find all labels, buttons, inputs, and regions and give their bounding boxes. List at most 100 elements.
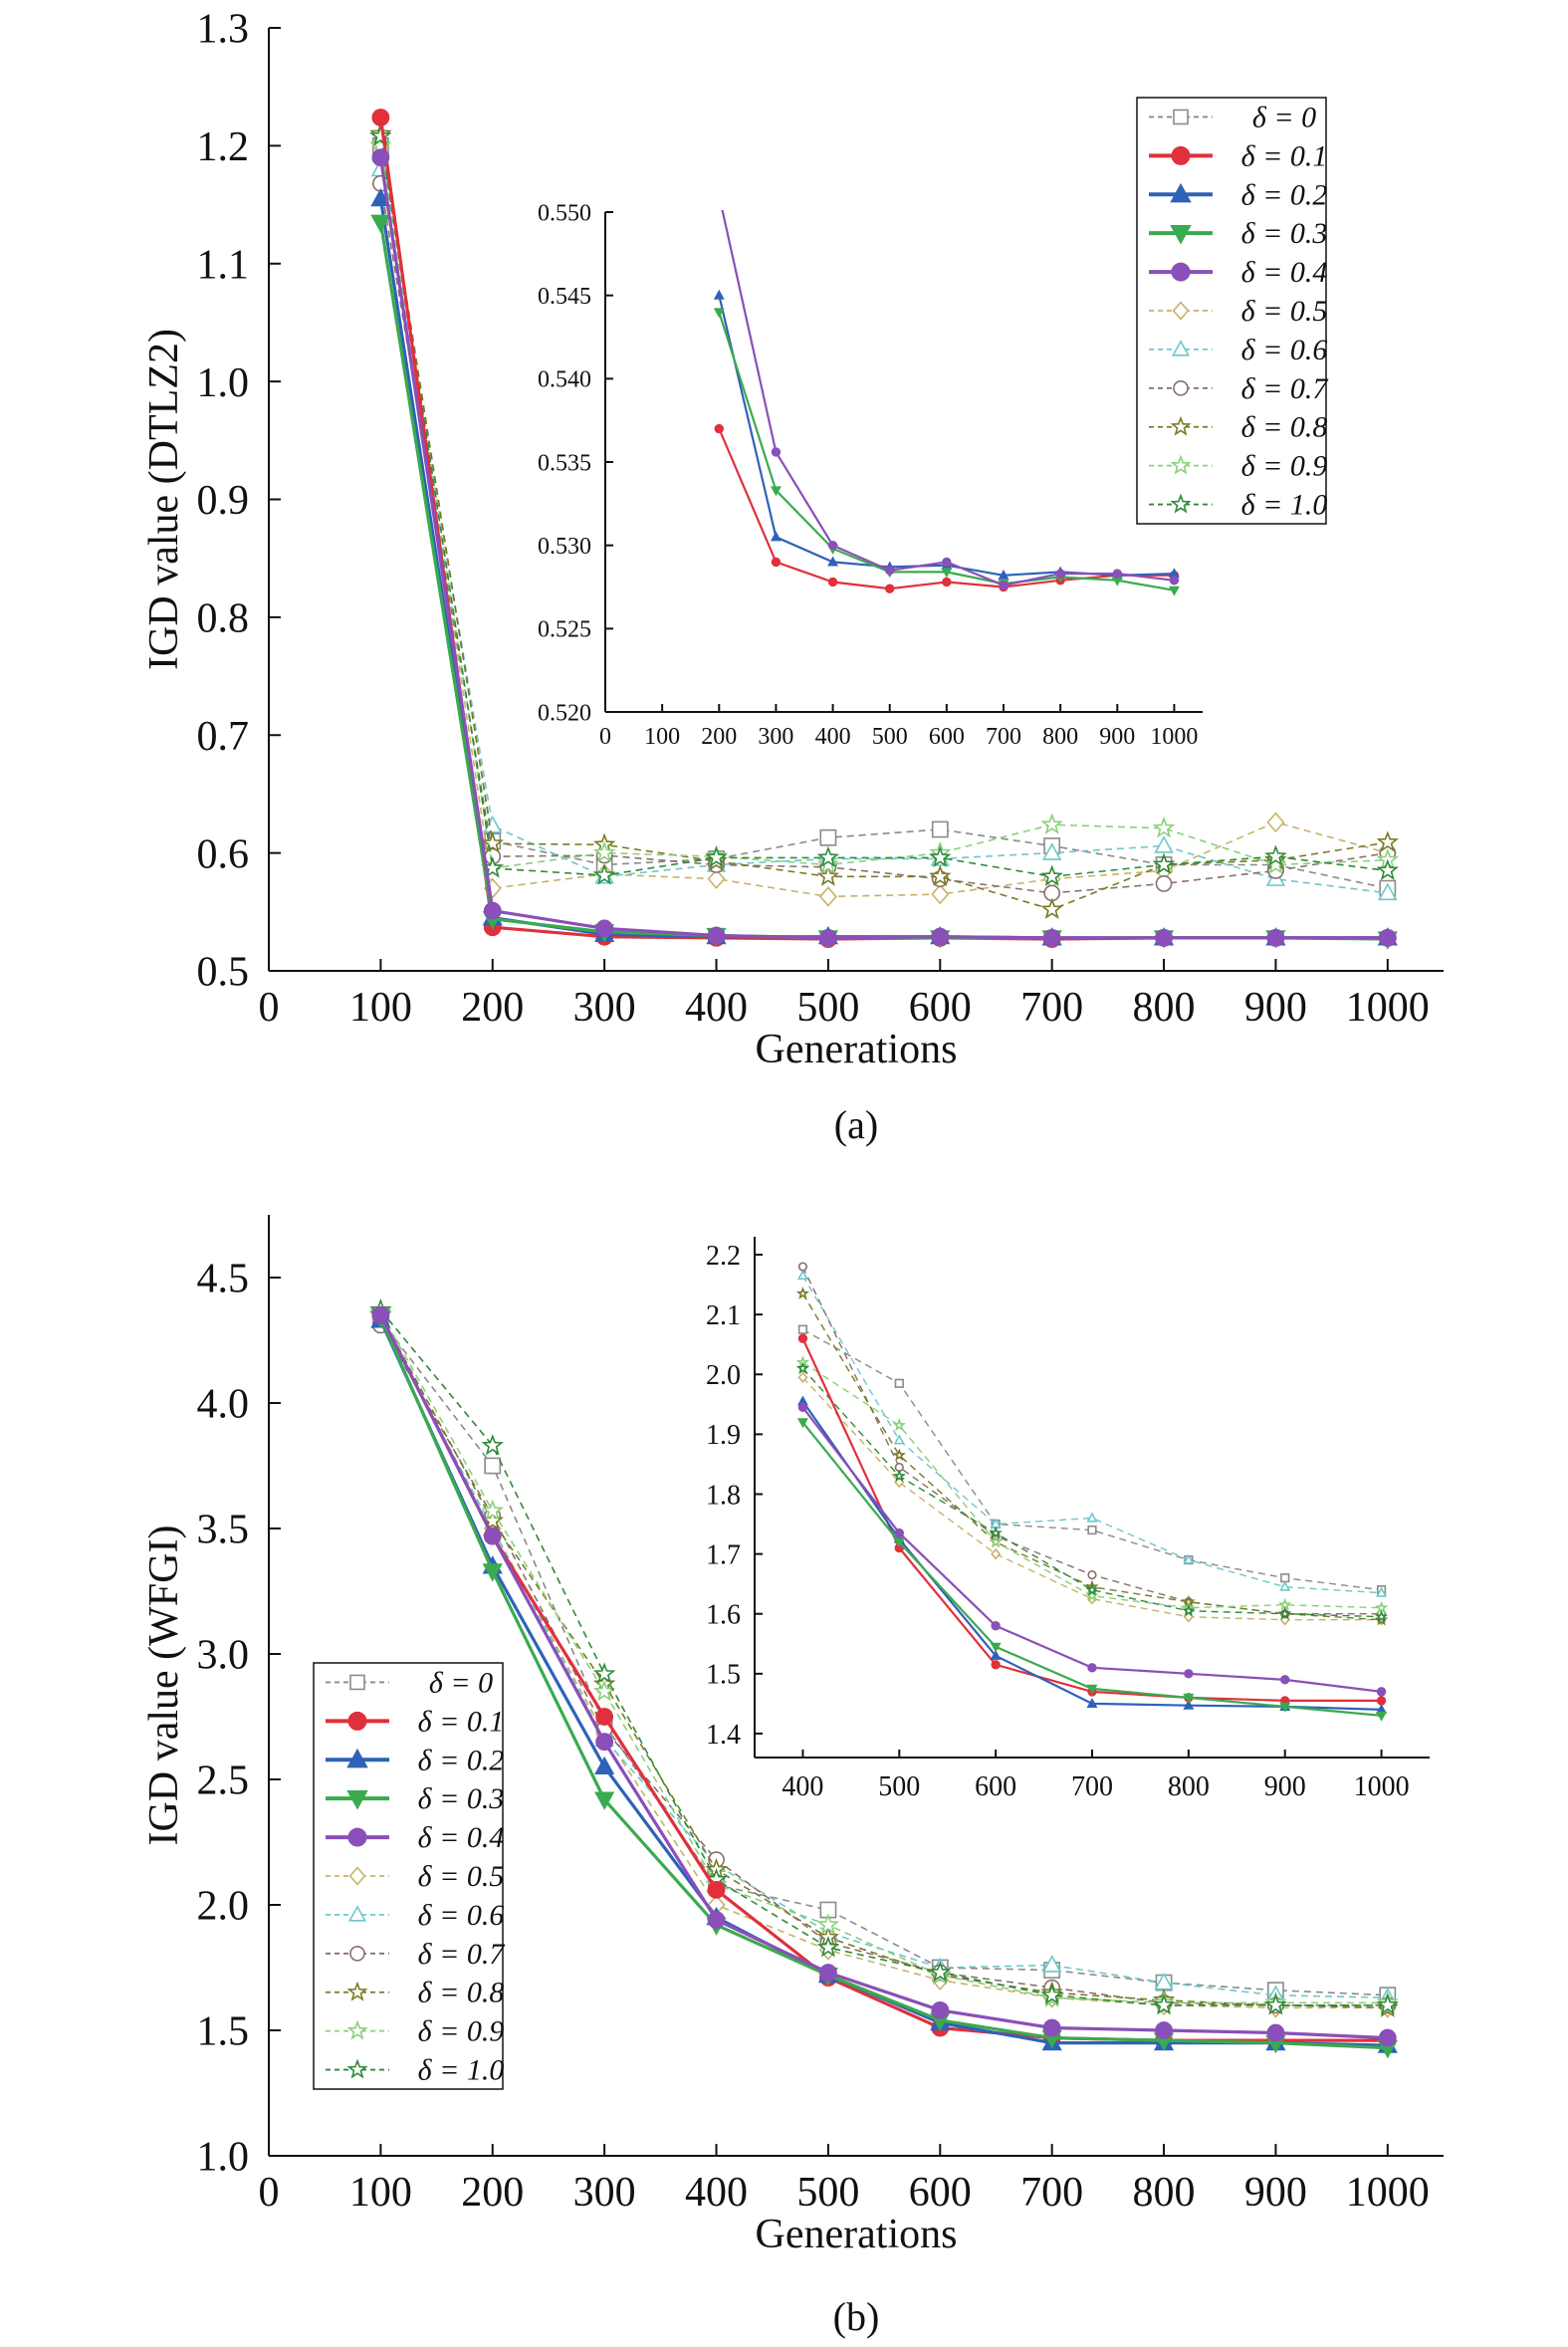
data-point bbox=[991, 1547, 1002, 1560]
y-tick-label: 3.0 bbox=[197, 1633, 250, 1679]
data-point bbox=[713, 308, 725, 319]
y-tick-label: 1.8 bbox=[706, 1480, 741, 1511]
legend-marker bbox=[346, 1790, 368, 1810]
x-tick-label: 200 bbox=[461, 2170, 524, 2216]
data-point bbox=[715, 191, 723, 199]
chart-a-inset: 0.520 0.525 0.530 0.535 0.540 0.545 0.550 0 100 2… bbox=[538, 191, 1203, 750]
data-point bbox=[1152, 1994, 1176, 2015]
x-tick-label: 700 bbox=[1071, 1771, 1113, 1802]
y-tick-label: 1.5 bbox=[706, 1660, 741, 1691]
x-tick-label: 500 bbox=[796, 2170, 859, 2216]
legend-label: δ = 0.9 bbox=[418, 2015, 505, 2048]
y-tick-label: 3.5 bbox=[197, 1508, 250, 1553]
data-point bbox=[1278, 1606, 1292, 1620]
data-point bbox=[481, 831, 504, 853]
data-point bbox=[990, 1642, 1002, 1653]
data-point bbox=[482, 1563, 503, 1582]
y-tick-label: 1.3 bbox=[197, 7, 250, 53]
series-a-inset-3 bbox=[713, 308, 1180, 596]
legend-marker bbox=[1171, 262, 1191, 282]
y-tick-label: 0.520 bbox=[538, 700, 591, 726]
data-point bbox=[595, 1708, 614, 1726]
data-point bbox=[893, 1537, 905, 1548]
data-point bbox=[1086, 1698, 1098, 1708]
data-point bbox=[1374, 1600, 1389, 1614]
legend-marker bbox=[347, 1711, 367, 1731]
x-tick-label: 600 bbox=[909, 2170, 972, 2216]
series-line bbox=[718, 312, 1175, 591]
y-tick-label: 0.545 bbox=[538, 284, 591, 310]
series-b-4 bbox=[371, 1305, 1397, 2047]
data-point bbox=[371, 148, 390, 167]
x-tick-label: 500 bbox=[872, 724, 908, 750]
y-tick-label: 0.530 bbox=[538, 534, 591, 560]
data-point bbox=[942, 557, 952, 568]
series-line bbox=[379, 145, 1388, 889]
data-point bbox=[989, 1526, 1003, 1539]
data-point bbox=[885, 566, 895, 576]
data-point bbox=[827, 556, 839, 567]
x-axis-title: Generations bbox=[756, 1027, 958, 1072]
series-line bbox=[802, 1328, 1382, 1591]
data-point bbox=[714, 423, 724, 434]
data-point bbox=[484, 1457, 502, 1475]
x-tick-label: 100 bbox=[349, 985, 412, 1031]
legend-label: δ = 1.0 bbox=[1241, 489, 1328, 522]
legend-label: δ = 0.8 bbox=[1241, 411, 1328, 444]
x-tick-label: 1000 bbox=[1150, 724, 1198, 750]
data-point bbox=[1266, 812, 1285, 833]
data-point bbox=[1168, 586, 1180, 596]
data-point bbox=[827, 540, 838, 551]
y-tick-label: 0.535 bbox=[538, 450, 591, 476]
series-line bbox=[379, 1319, 1388, 2009]
data-point bbox=[713, 289, 725, 300]
legend-label: δ = 0.1 bbox=[1241, 139, 1328, 172]
x-tick-label: 800 bbox=[1042, 724, 1078, 750]
series-line bbox=[379, 133, 1388, 911]
data-point bbox=[999, 581, 1008, 590]
series-line bbox=[379, 1309, 1388, 2006]
data-point bbox=[990, 1649, 1002, 1660]
series-a-10 bbox=[369, 124, 1399, 886]
data-point bbox=[1040, 897, 1063, 919]
y-tick-label: 1.9 bbox=[706, 1420, 741, 1451]
data-point bbox=[1374, 1609, 1389, 1623]
legend-label: δ = 0.4 bbox=[1241, 256, 1328, 289]
data-point bbox=[894, 1378, 904, 1388]
series-b-3 bbox=[370, 1309, 1398, 2059]
data-point bbox=[819, 1964, 837, 1982]
data-point bbox=[894, 1527, 904, 1538]
data-point bbox=[1086, 1512, 1098, 1523]
x-tick-label: 0 bbox=[259, 985, 280, 1031]
x-tick-label: 300 bbox=[758, 724, 793, 750]
x-tick-label: 500 bbox=[878, 1771, 920, 1802]
data-point bbox=[481, 1499, 504, 1521]
data-point bbox=[1169, 576, 1180, 586]
series-line bbox=[718, 295, 1175, 577]
x-tick-label: 300 bbox=[573, 2170, 636, 2216]
data-point bbox=[797, 1371, 808, 1384]
legend-marker bbox=[347, 1827, 367, 1847]
series-b-2 bbox=[370, 1309, 1398, 2053]
data-point bbox=[796, 1270, 808, 1281]
data-point bbox=[991, 1621, 1001, 1631]
data-point bbox=[592, 863, 616, 885]
y-tick-label: 0.6 bbox=[197, 831, 250, 877]
y-tick-label: 4.5 bbox=[197, 1257, 250, 1302]
series-line bbox=[378, 1314, 1388, 2042]
legend-marker bbox=[1170, 415, 1192, 436]
legend-marker bbox=[349, 1946, 365, 1962]
x-tick-label: 0 bbox=[599, 724, 611, 750]
data-point bbox=[1183, 1693, 1195, 1704]
data-point bbox=[1376, 1711, 1388, 1722]
y-tick-label: 0.525 bbox=[538, 617, 591, 643]
data-point bbox=[1378, 928, 1397, 947]
legend-marker bbox=[346, 1981, 368, 2001]
legend-marker bbox=[1170, 182, 1192, 203]
data-point bbox=[929, 845, 952, 867]
y-tick-label: 0.8 bbox=[197, 596, 250, 642]
x-tick-label: 400 bbox=[685, 2170, 748, 2216]
x-tick-label: 1000 bbox=[1346, 2170, 1430, 2216]
